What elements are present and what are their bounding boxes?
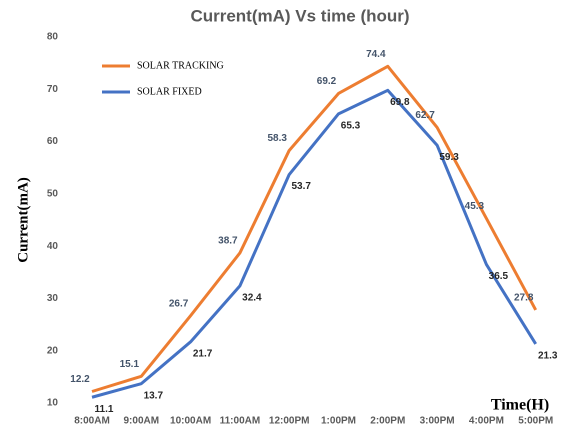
data-label: 59.3 <box>439 152 459 163</box>
y-axis-label: Current(mA) <box>15 177 31 263</box>
data-label: 11.1 <box>95 404 114 415</box>
series-line <box>91 64 538 393</box>
y-tick-label: 10 <box>47 398 59 409</box>
x-tick-label: 11:00AM <box>220 416 261 424</box>
data-label: 69.8 <box>390 97 410 108</box>
x-tick-label: 8:00AM <box>74 416 110 424</box>
y-tick-label: 80 <box>47 32 59 43</box>
y-tick-label: 70 <box>47 84 59 95</box>
data-label: 21.3 <box>538 351 558 362</box>
y-tick-label: 20 <box>47 345 59 356</box>
legend-label: SOLAR FIXED <box>137 86 202 97</box>
y-tick-label: 60 <box>47 136 59 147</box>
x-tick-label: 3:00PM <box>420 416 455 424</box>
data-label: 21.7 <box>193 348 213 359</box>
x-tick-label: 9:00AM <box>124 416 160 424</box>
x-tick-label: 10:00AM <box>170 416 211 424</box>
y-tick-label: 30 <box>47 293 59 304</box>
legend-label: SOLAR TRACKING <box>137 60 224 71</box>
data-label: 38.7 <box>218 236 238 247</box>
data-label: 53.7 <box>291 181 311 192</box>
x-tick-label: 1:00PM <box>321 416 356 424</box>
data-label: 74.4 <box>366 49 386 60</box>
data-label: 62.7 <box>415 110 435 121</box>
data-label: 32.4 <box>242 293 262 304</box>
data-label: 58.3 <box>267 133 287 144</box>
data-label: 13.7 <box>144 390 164 401</box>
data-label: 12.2 <box>70 374 90 385</box>
data-label: 36.5 <box>489 271 509 282</box>
chart-title: Current(mA) Vs time (hour) <box>190 6 409 25</box>
x-tick-label: 4:00PM <box>469 416 504 424</box>
data-label: 27.8 <box>514 293 534 304</box>
data-label: 26.7 <box>169 298 189 309</box>
data-label: 45.3 <box>465 201 485 212</box>
data-label: 65.3 <box>341 121 361 132</box>
data-label: 69.2 <box>317 76 337 87</box>
series-line <box>91 88 537 399</box>
x-tick-label: 2:00PM <box>370 416 405 424</box>
y-tick-label: 40 <box>47 241 59 252</box>
x-tick-label: 12:00PM <box>269 416 310 424</box>
x-axis-label: Time(H) <box>491 397 549 414</box>
x-tick-label: 5:00PM <box>518 416 553 424</box>
data-label: 15.1 <box>120 359 140 370</box>
y-tick-label: 50 <box>47 188 59 199</box>
